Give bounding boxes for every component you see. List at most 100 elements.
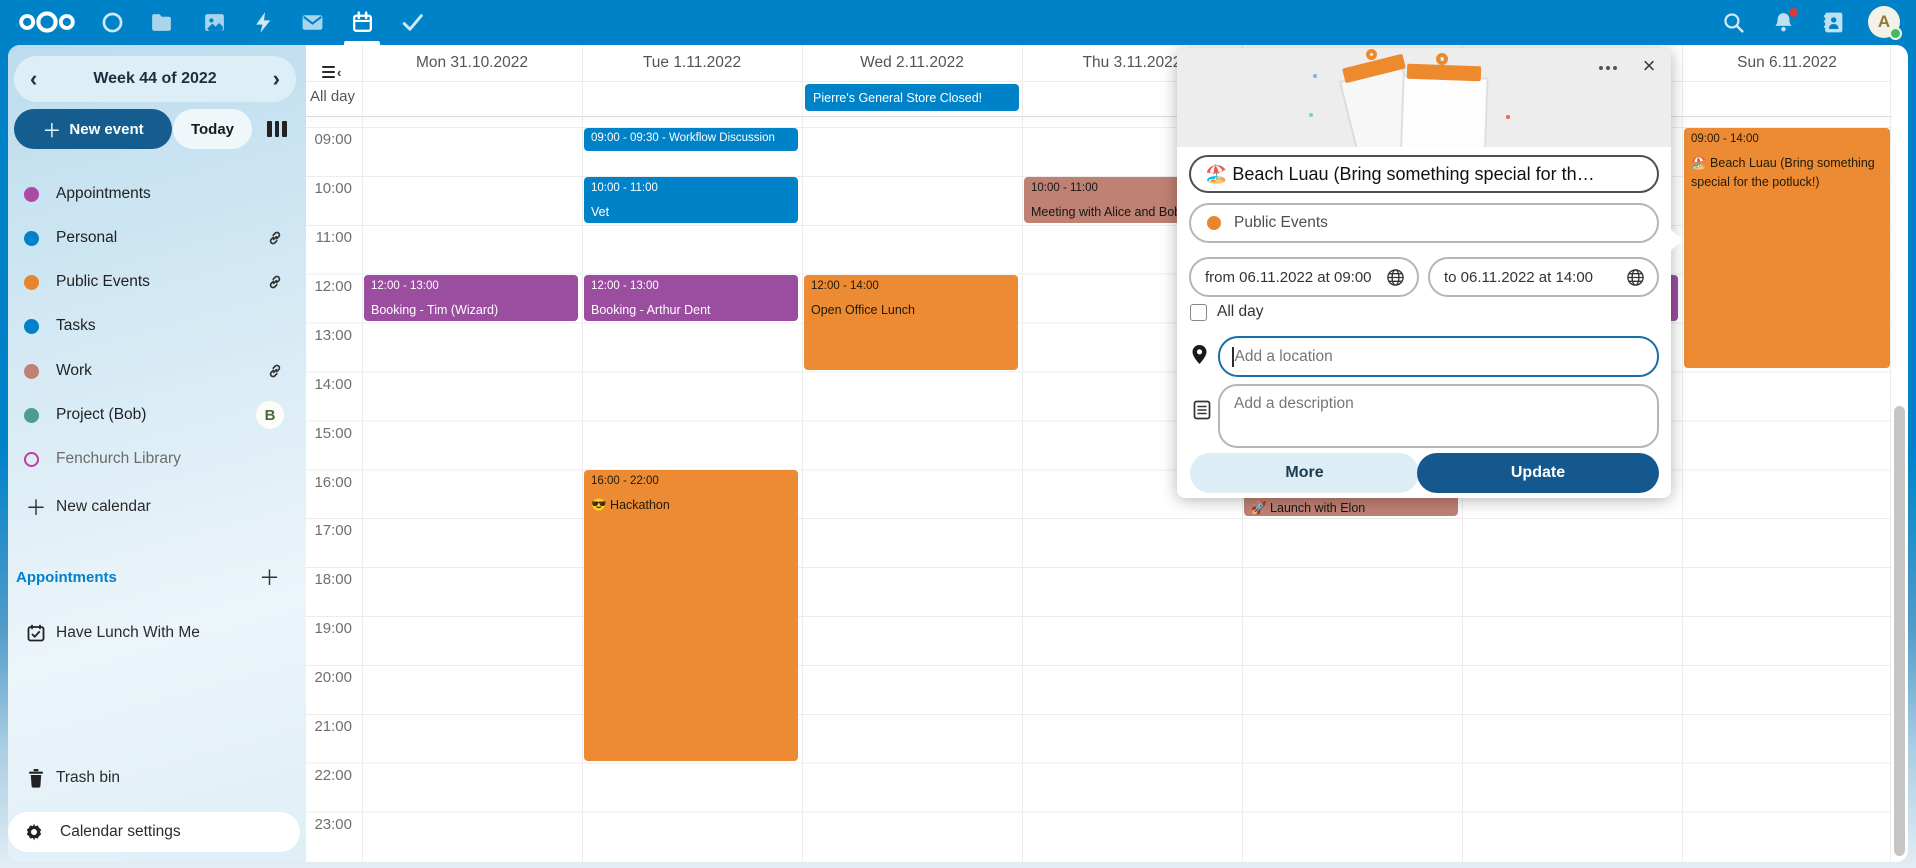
popup-illustration (1177, 48, 1671, 147)
event-title-value: 🏖️ Beach Luau (Bring something special f… (1205, 163, 1595, 184)
trash-bin-button[interactable]: Trash bin (16, 763, 290, 793)
search-icon[interactable] (1721, 10, 1746, 35)
allday-checkbox[interactable] (1190, 303, 1207, 321)
new-calendar-button[interactable]: ＋ New calendar (16, 492, 290, 522)
event-title: Booking - Tim (Wizard) (371, 303, 499, 317)
column-divider (362, 45, 363, 862)
tasks-icon[interactable] (400, 10, 425, 35)
day-header-mon: Mon 31.10.2022 (415, 54, 529, 71)
calendar-settings-button[interactable]: Calendar settings (8, 812, 300, 852)
appointment-have-lunch-with-me[interactable]: Have Lunch With Me (16, 618, 290, 648)
online-status-dot (1889, 27, 1902, 40)
event-booking-arthur[interactable]: 12:00 - 13:00 Booking - Arthur Dent (584, 275, 798, 321)
end-date-field[interactable]: to 06.11.2022 at 14:00 (1428, 257, 1659, 297)
event-allday-pierre[interactable]: Pierre's General Store Closed! (805, 84, 1019, 111)
start-date-field[interactable]: from 06.11.2022 at 09:00 (1189, 257, 1419, 297)
allday-label: All day (310, 88, 356, 105)
event-title-input[interactable]: 🏖️ Beach Luau (Bring something special f… (1189, 155, 1659, 193)
plus-icon: ＋ (42, 120, 62, 142)
hour-label: 16:00 (314, 474, 352, 491)
event-title: Meeting with Alice and Bob (1031, 205, 1182, 219)
event-booking-tim[interactable]: 12:00 - 13:00 Booking - Tim (Wizard) (364, 275, 578, 321)
calendar-select[interactable]: Public Events (1189, 203, 1659, 243)
shared-link-icon[interactable] (266, 362, 284, 380)
activity-icon[interactable] (251, 10, 276, 35)
active-app-indicator (344, 41, 380, 45)
sidebar-item-tasks[interactable]: Tasks (16, 311, 290, 341)
location-input[interactable]: Add a location (1218, 336, 1659, 377)
event-open-office-lunch[interactable]: 12:00 - 14:00 Open Office Lunch (804, 275, 1018, 370)
event-beach-luau[interactable]: 09:00 - 14:00 🏖️ Beach Luau (Bring somet… (1684, 128, 1890, 368)
more-button[interactable]: More (1190, 453, 1419, 493)
nextcloud-logo[interactable] (16, 8, 78, 36)
add-appointment-button[interactable]: ＋ (259, 567, 280, 590)
sidebar-item-project-bob[interactable]: Project (Bob) B (16, 400, 290, 430)
share-avatar: B (256, 401, 284, 429)
photos-icon[interactable] (202, 10, 227, 35)
day-header-tue: Tue 1.11.2022 (642, 54, 742, 71)
scrollbar-thumb[interactable] (1894, 406, 1905, 856)
shared-link-icon[interactable] (266, 273, 284, 291)
appointment-label: Have Lunch With Me (56, 624, 200, 641)
clipboard-ring (1436, 53, 1448, 65)
mail-icon[interactable] (300, 10, 325, 35)
event-title: 😎 Hackathon (591, 498, 670, 512)
confetti-dot (1313, 74, 1317, 78)
event-workflow-discussion[interactable]: 09:00 - 09:30 - Workflow Discussion (584, 128, 798, 151)
timezone-globe-icon[interactable] (1386, 268, 1405, 287)
description-icon (1193, 400, 1211, 425)
next-week-button[interactable]: › (272, 66, 280, 91)
previous-week-button[interactable]: ‹ (30, 66, 38, 91)
contacts-icon[interactable] (1821, 10, 1846, 35)
sidebar-item-work[interactable]: Work (16, 356, 290, 386)
trash-icon (16, 768, 56, 788)
update-button[interactable]: Update (1417, 453, 1659, 493)
avatar-letter: A (1877, 12, 1891, 31)
collapse-allday-icon[interactable]: ‹ (322, 65, 348, 80)
settings-label: Calendar settings (60, 823, 181, 840)
calendar-name: Tasks (56, 317, 96, 334)
more-options-icon[interactable] (1591, 56, 1625, 80)
calendar-name: Appointments (56, 185, 151, 202)
view-columns-icon[interactable] (267, 121, 288, 137)
today-button[interactable]: Today (173, 109, 252, 149)
gear-icon (8, 822, 60, 842)
dashboard-icon[interactable] (100, 10, 125, 35)
close-icon[interactable]: × (1642, 53, 1656, 78)
hour-label: 09:00 (314, 131, 352, 148)
event-hackathon[interactable]: 16:00 - 22:00 😎 Hackathon (584, 470, 798, 761)
new-event-button[interactable]: ＋ New event (14, 109, 172, 149)
event-line: 09:00 - 09:30 - Workflow Discussion (591, 132, 775, 144)
hour-label: 18:00 (314, 571, 352, 588)
event-vet[interactable]: 10:00 - 11:00 Vet (584, 177, 798, 223)
location-pin-icon (1191, 344, 1208, 370)
sidebar-item-personal[interactable]: Personal (16, 223, 290, 253)
event-title: Pierre's General Store Closed! (813, 90, 983, 105)
sidebar-item-appointments[interactable]: Appointments (16, 179, 290, 209)
shared-link-icon[interactable] (266, 229, 284, 247)
timezone-globe-icon[interactable] (1626, 268, 1645, 287)
sidebar-background (8, 45, 306, 862)
event-time: 12:00 - 13:00 (591, 280, 659, 292)
files-icon[interactable] (149, 10, 174, 35)
confetti-dot (1309, 113, 1313, 117)
event-time: 12:00 - 14:00 (811, 280, 879, 292)
day-header-wed: Wed 2.11.2022 (860, 54, 964, 71)
allday-checkbox-row: All day (1190, 303, 1264, 321)
avatar[interactable]: A (1868, 6, 1900, 38)
sidebar-item-public-events[interactable]: Public Events (16, 267, 290, 297)
description-input[interactable]: Add a description (1218, 384, 1659, 448)
description-placeholder: Add a description (1234, 395, 1354, 412)
week-navigation: ‹ Week 44 of 2022 › (14, 56, 296, 102)
calendar-icon[interactable] (350, 10, 375, 35)
notifications-icon[interactable] (1771, 10, 1796, 35)
column-divider (1890, 45, 1891, 862)
hour-label: 20:00 (314, 669, 352, 686)
end-date-value: to 06.11.2022 at 14:00 (1444, 268, 1594, 286)
clipboard-clip (1406, 63, 1482, 82)
hour-label: 22:00 (314, 767, 352, 784)
event-title: Booking - Arthur Dent (591, 303, 711, 317)
sidebar-item-fenchurch-library[interactable]: Fenchurch Library (16, 444, 290, 474)
confetti-dot (1506, 115, 1510, 119)
start-date-value: from 06.11.2022 at 09:00 (1205, 268, 1372, 286)
